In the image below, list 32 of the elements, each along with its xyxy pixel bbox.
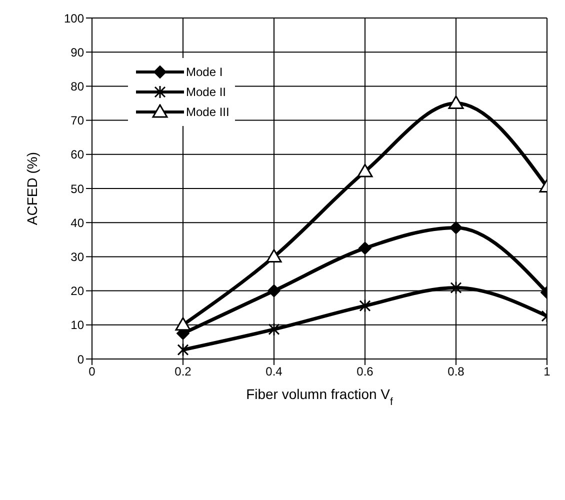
legend-label: Mode III (186, 105, 230, 119)
x-tick-label: 1 (544, 364, 551, 379)
legend-label: Mode I (186, 65, 223, 79)
point (268, 322, 280, 336)
x-tick-label: 0.6 (356, 364, 374, 379)
y-axis-title: ACFED (%) (24, 152, 40, 226)
y-tick-label: 10 (70, 318, 84, 332)
point (266, 248, 282, 262)
x-axis-title: Fiber volumn fraction V$_{f}$ (246, 386, 394, 408)
point (450, 221, 462, 234)
point (175, 317, 191, 331)
x-tick-label: 0.8 (448, 364, 465, 379)
point (450, 280, 462, 294)
x-tick-label: 0.4 (266, 364, 283, 379)
y-tick-label: 30 (70, 250, 84, 264)
y-tick-label: 90 (70, 45, 84, 60)
y-tick-label: 20 (70, 284, 84, 298)
point (359, 299, 371, 313)
y-tick-label: 80 (70, 79, 84, 94)
y-tick-label: 40 (70, 216, 84, 230)
y-tick-label: 60 (70, 148, 84, 162)
point (268, 284, 280, 298)
y-tick-label: 100 (64, 11, 84, 26)
x-tick-label: 0 (88, 364, 96, 379)
y-tick-label: 70 (70, 114, 84, 128)
point (357, 164, 373, 178)
y-tick-label: 0 (77, 352, 84, 366)
x-tick-label: 0.2 (174, 364, 192, 379)
point (358, 242, 372, 255)
legend-label: Mode II (186, 85, 226, 99)
point (448, 96, 464, 109)
y-tick-label: 50 (70, 182, 84, 196)
